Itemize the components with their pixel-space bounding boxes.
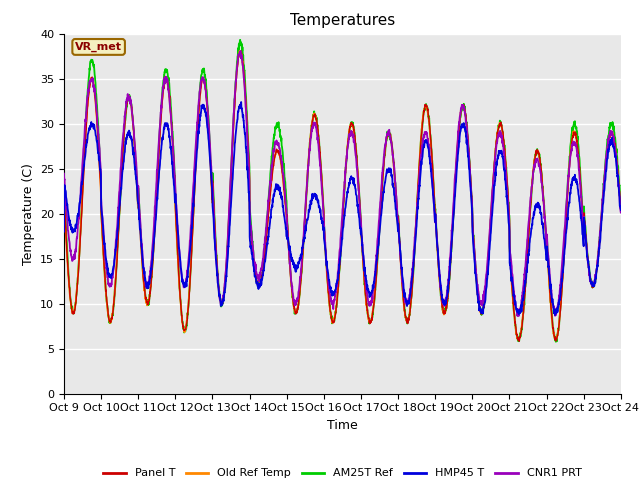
X-axis label: Time: Time: [327, 419, 358, 432]
Title: Temperatures: Temperatures: [290, 13, 395, 28]
Legend: Panel T, Old Ref Temp, AM25T Ref, HMP45 T, CNR1 PRT: Panel T, Old Ref Temp, AM25T Ref, HMP45 …: [99, 464, 586, 480]
Y-axis label: Temperature (C): Temperature (C): [22, 163, 35, 264]
Text: VR_met: VR_met: [75, 42, 122, 52]
